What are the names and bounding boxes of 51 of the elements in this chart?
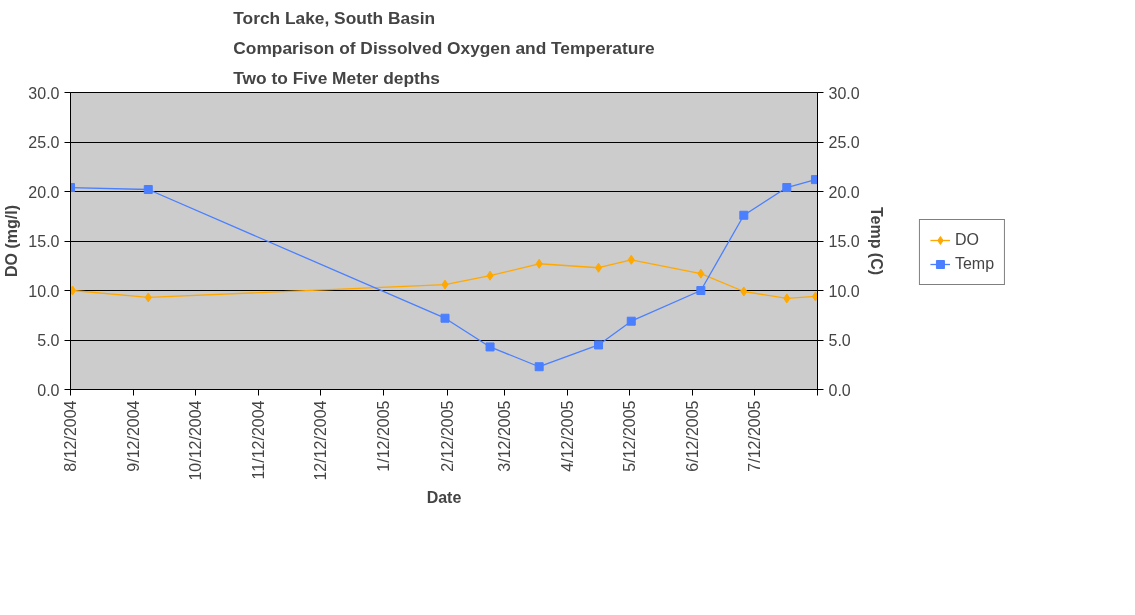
x-tick-label: 5/12/2005 (620, 400, 638, 472)
point (143, 185, 153, 195)
point (440, 313, 450, 323)
point (783, 293, 791, 304)
point (534, 362, 544, 372)
x-tick-label: 10/12/2004 (186, 400, 204, 481)
point (740, 286, 748, 297)
y-tick-label: 30.0 (28, 84, 60, 102)
point (627, 254, 635, 265)
y-tick-label: 5.0 (37, 332, 60, 349)
y-tick-label: 25.0 (28, 134, 60, 151)
x-tick-label: 7/12/2005 (745, 400, 763, 472)
y-tick-label: 0.0 (37, 381, 60, 399)
x-axis-title: Date (426, 488, 462, 506)
point (739, 210, 749, 220)
x-tick-label: 3/12/2005 (495, 400, 513, 472)
x-tick-label: 2/12/2005 (438, 400, 456, 472)
point (782, 183, 792, 193)
y2-tick-label: 15.0 (828, 233, 860, 250)
legend-label: DO (954, 230, 979, 249)
point (535, 258, 543, 269)
point (485, 342, 495, 352)
chart-title: Torch Lake, South Basin Comparison of Dissolved Oxygen and Temperature Two to Five Meter depths (233, 7, 656, 88)
point (697, 268, 705, 279)
x-tick-label: 4/12/2005 (559, 400, 577, 472)
y-tick-label: 10.0 (28, 282, 60, 300)
y2-tick-label: 10.0 (828, 282, 860, 300)
y2-tick-label: 0.0 (828, 381, 851, 399)
y2-axis-title: Temp (C) (867, 206, 885, 276)
x-tick-label: 6/12/2005 (684, 400, 702, 472)
y2-tick-label: 5.0 (828, 332, 851, 349)
y-tick-label: 15.0 (28, 233, 60, 250)
legend-label: Temp (954, 254, 995, 273)
x-tick-label: 9/12/2004 (125, 400, 143, 472)
y2-tick-label: 30.0 (828, 84, 860, 102)
point (810, 175, 818, 185)
point (696, 286, 706, 295)
point (144, 292, 152, 303)
y-axis-title: DO (mg/l) (3, 205, 21, 277)
point (626, 316, 636, 326)
y2-tick-label: 20.0 (828, 183, 860, 201)
point (441, 279, 449, 290)
x-tick-label: 11/12/2004 (250, 400, 268, 480)
point (486, 270, 494, 281)
y2-tick-label: 25.0 (828, 134, 860, 151)
x-tick-label: 8/12/2004 (62, 400, 79, 472)
x-tick-label: 12/12/2004 (311, 400, 329, 481)
point (595, 262, 603, 273)
point (594, 340, 604, 350)
y-tick-label: 20.0 (28, 183, 60, 201)
x-tick-label: 1/12/2005 (375, 400, 393, 472)
